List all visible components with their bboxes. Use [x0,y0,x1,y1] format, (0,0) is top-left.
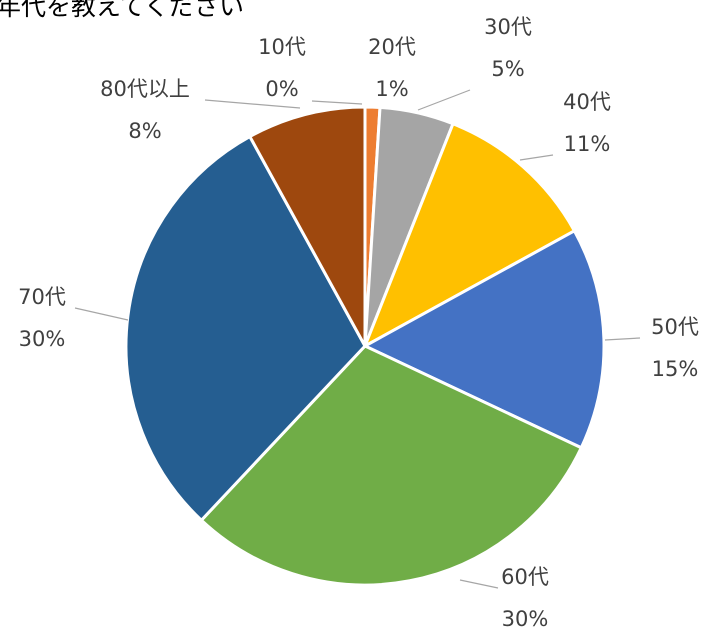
pie-slice [361,228,606,450]
leader-line [204,99,301,109]
leader-line [311,100,363,105]
pie-slice [362,121,577,350]
slice-label: 20代 [368,35,416,59]
slice-value-label: 30% [19,327,66,351]
pie-slice [199,344,584,587]
slice-value-label: 11% [564,132,611,156]
slice-label: 50代 [651,315,699,339]
slice-label: 60代 [501,565,549,589]
leader-line [519,154,554,161]
pie-slice [247,105,367,347]
slice-label: 10代 [258,35,306,59]
slice-value-label: 1% [375,77,408,101]
slice-label: 70代 [18,285,66,309]
chart-title: 年代を教えてください [0,0,244,21]
pie-slice [124,134,367,523]
slice-value-label: 30% [502,607,549,627]
slice-value-label: 0% [265,77,298,101]
slice-value-label: 8% [128,119,161,143]
leader-line [459,579,499,589]
leader-line [604,337,641,341]
slice-label: 40代 [563,90,611,114]
slice-value-label: 5% [491,57,524,81]
slice-value-label: 15% [652,357,699,381]
slice-label: 30代 [484,15,532,39]
leader-line [417,89,471,111]
slice-label: 80代以上 [100,77,190,101]
leader-line [74,307,129,321]
